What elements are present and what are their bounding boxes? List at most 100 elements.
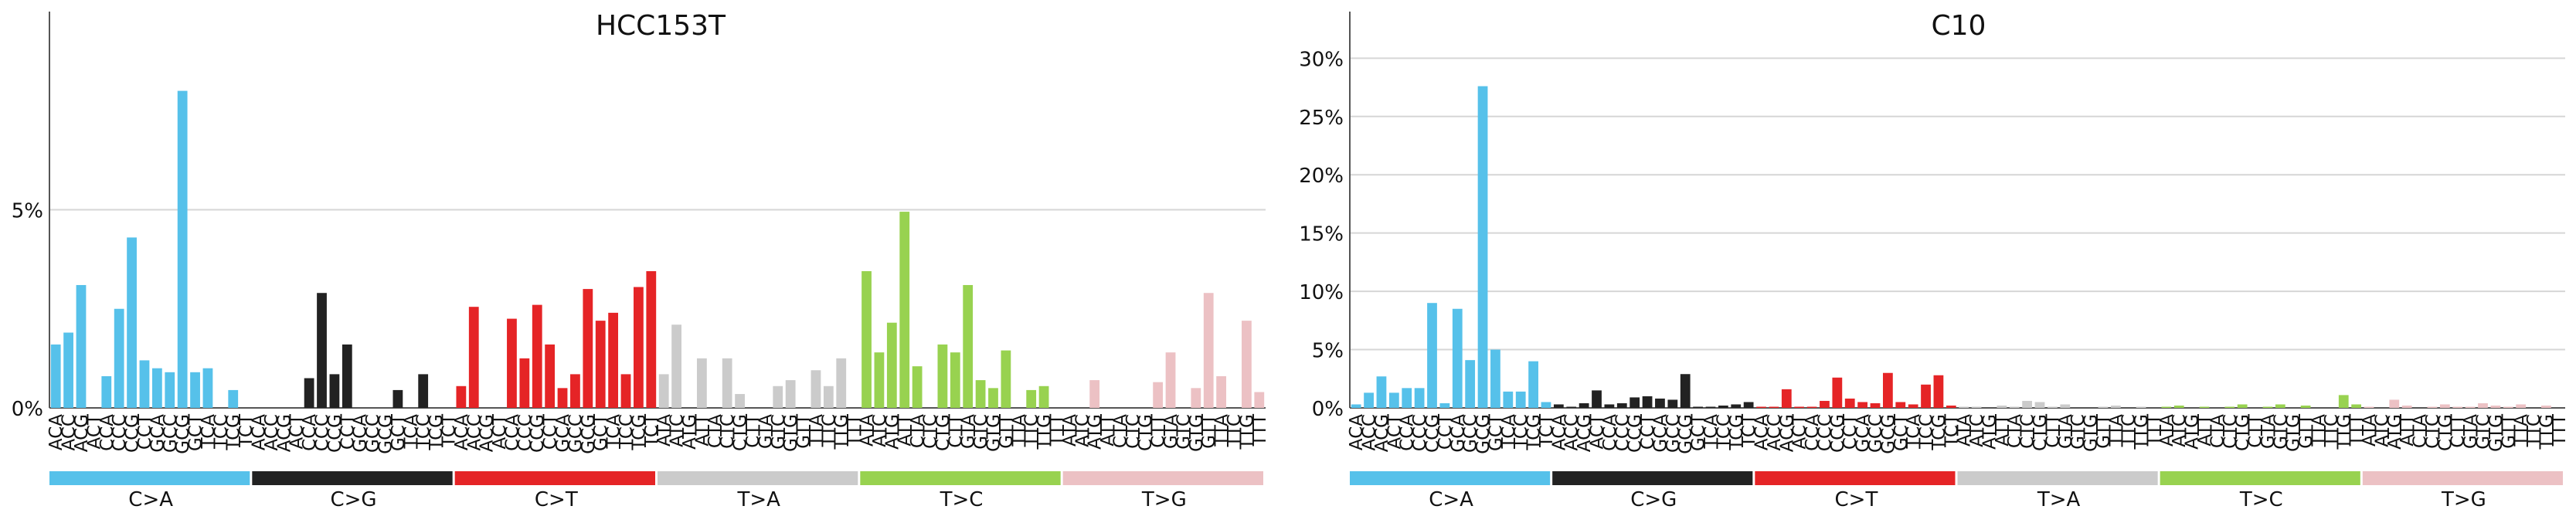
bar xyxy=(1832,377,1843,408)
bar xyxy=(2490,405,2501,408)
x-tick-label: ACC xyxy=(464,414,484,450)
x-tick-label: CTT xyxy=(2246,413,2266,448)
x-tick-label: TCT xyxy=(1942,413,1962,448)
substitution-label: C>T xyxy=(535,488,578,511)
x-tick-label: ACA xyxy=(250,414,270,450)
x-tick-label: CTA xyxy=(2005,414,2025,448)
bar xyxy=(937,344,948,408)
x-tick-label: CTC xyxy=(2221,414,2241,449)
bar xyxy=(2009,406,2020,408)
x-tick-label: GCA xyxy=(148,414,168,453)
x-tick-label: GCG xyxy=(579,414,599,454)
x-tick-label: ATC xyxy=(668,414,688,447)
bar xyxy=(570,374,580,408)
bar xyxy=(861,271,872,408)
substitution-label: T>G xyxy=(1141,488,1187,511)
bar xyxy=(1242,321,1252,408)
x-tick-label: CTC xyxy=(921,414,941,449)
x-tick-label: CTA xyxy=(2207,414,2228,448)
chart-panel-hcc153t: HCC153T 0%5%ACAACCACGACTCCACCCCCGCCTGCAG… xyxy=(12,10,1270,511)
bar xyxy=(1439,402,1450,408)
y-tick-label: 0% xyxy=(12,398,43,421)
x-tick-label: GCA xyxy=(1854,414,1874,453)
bar xyxy=(836,358,847,408)
x-tick-label: ATT xyxy=(692,413,712,447)
bar xyxy=(1414,388,1425,408)
bar xyxy=(1655,398,1665,408)
substitution-band xyxy=(1350,471,1551,485)
x-tick-label: CTA xyxy=(1110,414,1130,448)
bar xyxy=(811,370,821,408)
y-tick-label: 30% xyxy=(1299,48,1344,71)
substitution-band xyxy=(2362,471,2563,485)
x-tick-label: GCG xyxy=(1878,414,1898,454)
x-tick-label: TTA xyxy=(2106,414,2126,447)
x-tick-label: ACG xyxy=(1777,414,1797,452)
x-tick-label: ACT xyxy=(1588,413,1608,449)
x-tick-label: TTG xyxy=(1035,414,1055,450)
bar xyxy=(1642,396,1653,408)
x-tick-label: ACA xyxy=(1347,414,1367,450)
x-tick-label: ACG xyxy=(1372,414,1392,452)
bar xyxy=(1731,404,1742,408)
bar xyxy=(1515,391,1526,408)
bar xyxy=(963,284,974,408)
bar xyxy=(671,324,681,408)
x-tick-label: CTT xyxy=(1149,413,1169,448)
bar xyxy=(1427,303,1437,408)
x-tick-label: CTC xyxy=(718,414,738,449)
bar xyxy=(1895,402,1906,408)
x-tick-label: TTG xyxy=(2132,414,2152,450)
bar xyxy=(1946,405,1956,408)
x-tick-label: CCG xyxy=(1828,414,1848,453)
substitution-band xyxy=(658,471,858,485)
x-tick-label: ATG xyxy=(1980,414,2000,450)
x-tick-label: CCA xyxy=(97,414,117,451)
x-tick-label: TCG xyxy=(629,414,649,451)
x-tick-label: GCT xyxy=(1486,413,1506,451)
x-tick-label: TCC xyxy=(414,414,434,450)
x-tick-label: CCC xyxy=(515,414,535,451)
x-tick-label: CTT xyxy=(946,413,966,448)
bar xyxy=(1857,402,1867,408)
x-tick-label: TCA xyxy=(1701,414,1721,450)
x-tick-label: TCT xyxy=(642,413,662,448)
x-tick-label: ATG xyxy=(680,414,700,450)
x-tick-label: ACC xyxy=(262,414,282,450)
bar xyxy=(557,388,568,408)
x-tick-label: ATC xyxy=(2170,414,2190,447)
bar xyxy=(950,352,960,408)
bar xyxy=(202,368,213,408)
x-tick-label: CTA xyxy=(705,414,726,448)
bar xyxy=(2048,406,2058,408)
bar xyxy=(2262,406,2273,408)
x-tick-label: ATC xyxy=(870,414,890,447)
x-tick-label: TTG xyxy=(1237,414,1257,450)
x-tick-label: GTC xyxy=(2473,414,2493,450)
x-tick-label: GCC xyxy=(1461,414,1481,453)
bar xyxy=(2389,399,2400,408)
bar xyxy=(1680,374,1691,408)
bar xyxy=(583,289,593,408)
x-tick-label: TTT xyxy=(845,413,865,447)
bar xyxy=(2351,404,2362,408)
x-tick-label: TTT xyxy=(2144,413,2164,447)
x-tick-label: ACG xyxy=(1575,414,1595,452)
x-tick-label: ACT xyxy=(1790,413,1810,449)
bar xyxy=(1402,388,1412,408)
substitution-label: T>A xyxy=(736,488,780,511)
x-tick-label: CTC xyxy=(1123,414,1144,449)
x-tick-label: TCC xyxy=(211,414,231,450)
x-tick-label: ACT xyxy=(1385,413,1405,449)
substitution-band xyxy=(860,471,1061,485)
bar xyxy=(912,366,923,408)
x-tick-label: GTG xyxy=(2284,414,2304,452)
bar xyxy=(2161,406,2172,408)
bar xyxy=(76,284,87,408)
x-tick-label: CTA xyxy=(2411,414,2431,448)
x-tick-label: GTT xyxy=(1199,413,1219,449)
x-tick-label: TTC xyxy=(2524,414,2544,447)
bar xyxy=(1541,402,1551,408)
x-tick-label: ATT xyxy=(2398,413,2418,447)
